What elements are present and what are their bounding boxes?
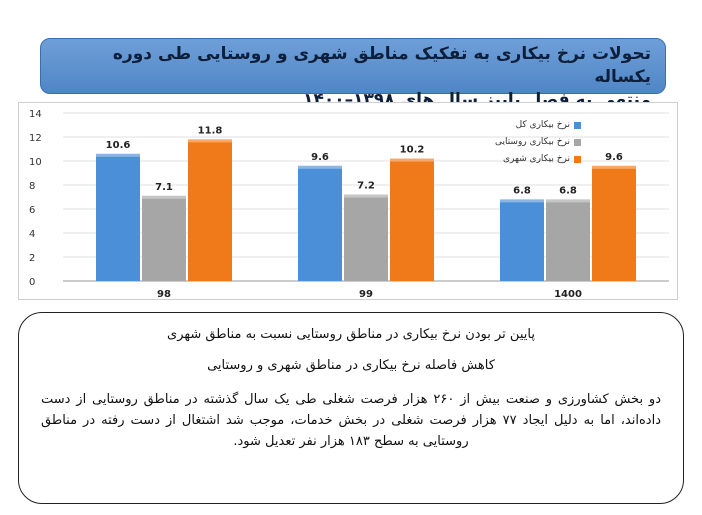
data-label: 10.6	[106, 140, 131, 151]
bar	[298, 165, 342, 281]
data-label: 6.8	[559, 185, 577, 196]
note-line-2: کاهش فاصله نرخ بیکاری در مناطق شهری و رو…	[207, 358, 495, 373]
y-tick-label: 2	[29, 253, 35, 264]
x-category-label: 99	[359, 289, 373, 300]
legend-item: نرخ بیکاری کل	[471, 117, 581, 134]
data-label: 7.1	[155, 182, 173, 193]
bar	[390, 158, 434, 281]
notes-box: پایین تر بودن نرخ بیکاری در مناطق روستای…	[18, 312, 684, 504]
title-line-1: تحولات نرخ بیکاری به تفکیک مناطق شهری و …	[112, 44, 651, 87]
y-tick-label: 14	[29, 109, 42, 120]
note-line-1: پایین تر بودن نرخ بیکاری در مناطق روستای…	[167, 327, 535, 342]
y-tick-label: 0	[29, 277, 35, 288]
data-label: 9.6	[311, 152, 329, 163]
bar-highlight	[96, 153, 140, 157]
legend-item: نرخ بیکاری شهری	[471, 151, 581, 168]
chart-legend: نرخ بیکاری کل نرخ بیکاری روستایی نرخ بیکار…	[471, 117, 581, 168]
bar	[500, 199, 544, 281]
bar	[592, 165, 636, 281]
bar	[142, 195, 186, 281]
legend-label: نرخ بیکاری روستایی	[494, 137, 570, 147]
y-tick-label: 12	[29, 133, 42, 144]
legend-label: نرخ بیکاری کل	[515, 120, 570, 130]
bar	[344, 194, 388, 281]
y-tick-label: 6	[29, 205, 35, 216]
data-label: 6.8	[513, 185, 531, 196]
y-tick-label: 4	[29, 229, 35, 240]
bar-highlight	[592, 165, 636, 169]
legend-swatch	[574, 139, 581, 146]
chart-container: 0 2 4 6 8 10 12 14 10.6 7.1 11.8 98 9.6 7.2 10.2 99 6.8 6…	[18, 102, 678, 300]
bar-highlight	[344, 194, 388, 198]
bar-highlight	[298, 165, 342, 169]
legend-item: نرخ بیکاری روستایی	[471, 134, 581, 151]
bar-chart: 0 2 4 6 8 10 12 14 10.6 7.1 11.8 98 9.6 7.2 10.2 99 6.8 6…	[29, 109, 669, 300]
bar-highlight	[188, 139, 232, 143]
title-banner: تحولات نرخ بیکاری به تفکیک مناطق شهری و …	[40, 38, 666, 110]
x-category-label: 1400	[554, 289, 582, 300]
legend-swatch	[574, 122, 581, 129]
legend-swatch	[574, 156, 581, 163]
bar-highlight	[390, 158, 434, 162]
x-category-label: 98	[157, 289, 171, 300]
data-label: 9.6	[605, 152, 623, 163]
data-label: 7.2	[357, 181, 375, 192]
data-label: 10.2	[400, 145, 425, 156]
bar	[546, 199, 590, 281]
data-label: 11.8	[198, 125, 223, 136]
y-tick-label: 8	[29, 181, 35, 192]
bar	[96, 153, 140, 281]
note-paragraph: دو بخش کشاورزی و صنعت بیش از ۲۶۰ هزار فر…	[41, 392, 661, 449]
legend-label: نرخ بیکاری شهری	[502, 154, 570, 164]
bar-highlight	[142, 195, 186, 199]
bar-highlight	[546, 199, 590, 203]
bar	[188, 139, 232, 281]
y-tick-label: 10	[29, 157, 42, 168]
bar-highlight	[500, 199, 544, 203]
